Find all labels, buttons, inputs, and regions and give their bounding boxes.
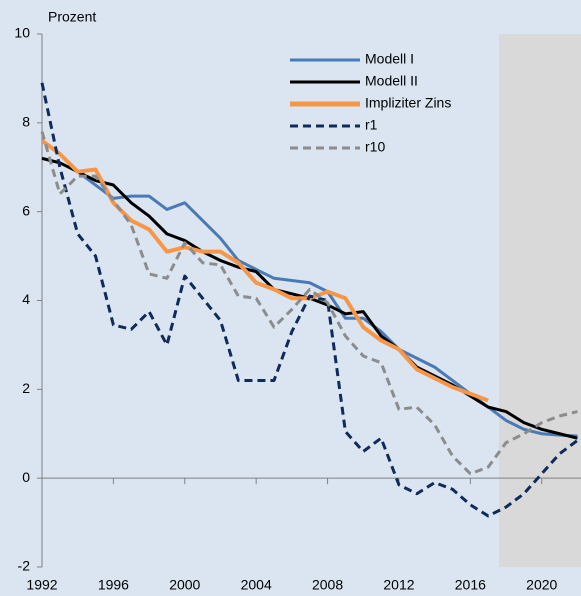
forecast-shade: [498, 34, 581, 567]
x-tick-label: 2004: [241, 577, 272, 593]
y-tick-label: 10: [14, 25, 30, 41]
y-axis-label: Prozent: [48, 9, 96, 25]
series-line: [40, 131, 578, 476]
x-tick-label: 2000: [169, 577, 200, 593]
y-tick-label: 4: [22, 291, 30, 307]
x-tick-label: 1992: [26, 577, 57, 593]
x-tick-label: 1996: [98, 577, 129, 593]
x-tick-label: 2020: [526, 577, 557, 593]
x-tick-label: 2008: [312, 577, 343, 593]
y-tick-label: -2: [18, 558, 31, 574]
y-tick-label: 8: [22, 114, 30, 130]
y-tick-label: 2: [22, 380, 30, 396]
y-tick-label: 6: [22, 202, 30, 218]
legend-label: r10: [365, 139, 385, 155]
legend-label: Modell I: [365, 51, 414, 67]
y-tick-label: 0: [22, 469, 30, 485]
legend-label: r1: [365, 117, 378, 133]
series-line: [40, 82, 579, 518]
x-tick-label: 2012: [383, 577, 414, 593]
legend-label: Modell II: [365, 73, 418, 89]
legend-label: Impliziter Zins: [365, 95, 451, 111]
x-tick-label: 2016: [455, 577, 486, 593]
